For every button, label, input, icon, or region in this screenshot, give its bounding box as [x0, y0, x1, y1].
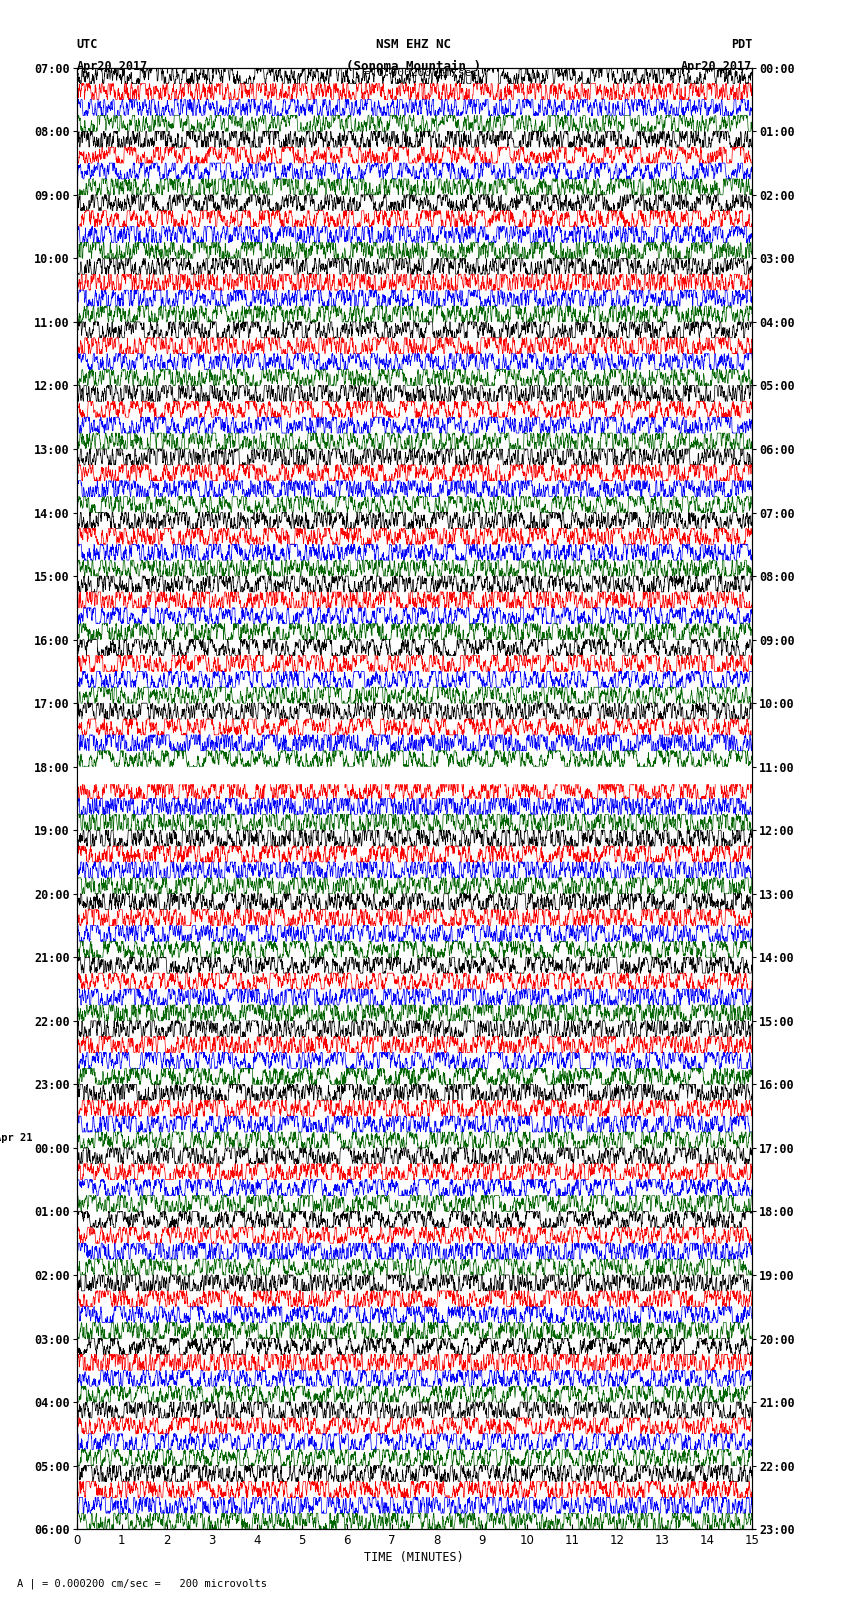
Text: Apr 21: Apr 21 [0, 1132, 33, 1144]
Text: A | = 0.000200 cm/sec =   200 microvolts: A | = 0.000200 cm/sec = 200 microvolts [17, 1578, 267, 1589]
Text: NSM EHZ NC: NSM EHZ NC [377, 37, 451, 50]
Text: Apr20,2017: Apr20,2017 [76, 60, 148, 73]
Bar [76, 766, 752, 782]
X-axis label: TIME (MINUTES): TIME (MINUTES) [365, 1552, 464, 1565]
Text: (Sonoma Mountain ): (Sonoma Mountain ) [347, 60, 481, 73]
Text: UTC: UTC [76, 37, 98, 50]
Text: | = 0.000200 cm/sec: | = 0.000200 cm/sec [350, 68, 478, 79]
Text: PDT: PDT [731, 37, 752, 50]
Text: Apr20,2017: Apr20,2017 [681, 60, 752, 73]
